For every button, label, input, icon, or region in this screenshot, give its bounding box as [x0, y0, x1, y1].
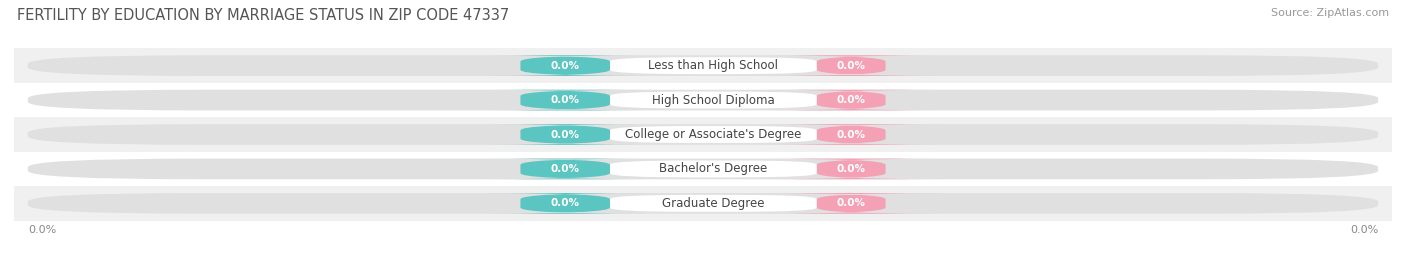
- Text: 0.0%: 0.0%: [837, 198, 866, 208]
- FancyBboxPatch shape: [610, 92, 817, 108]
- FancyBboxPatch shape: [762, 90, 941, 110]
- FancyBboxPatch shape: [28, 159, 1378, 179]
- FancyBboxPatch shape: [486, 159, 644, 179]
- Text: 0.0%: 0.0%: [551, 61, 579, 71]
- Text: 0.0%: 0.0%: [837, 164, 866, 174]
- FancyBboxPatch shape: [610, 126, 817, 143]
- Text: 0.0%: 0.0%: [551, 198, 579, 208]
- FancyBboxPatch shape: [28, 124, 1378, 145]
- Text: 0.0%: 0.0%: [837, 95, 866, 105]
- Bar: [14, 83, 1392, 117]
- FancyBboxPatch shape: [610, 161, 817, 177]
- FancyBboxPatch shape: [762, 55, 941, 76]
- FancyBboxPatch shape: [486, 55, 644, 76]
- Text: 0.0%: 0.0%: [837, 129, 866, 140]
- FancyBboxPatch shape: [486, 193, 644, 214]
- Text: 0.0%: 0.0%: [551, 129, 579, 140]
- FancyBboxPatch shape: [28, 90, 1378, 110]
- Text: 0.0%: 0.0%: [837, 61, 866, 71]
- FancyBboxPatch shape: [28, 55, 1378, 76]
- FancyBboxPatch shape: [762, 193, 941, 214]
- FancyBboxPatch shape: [486, 90, 644, 110]
- Bar: [14, 48, 1392, 83]
- Text: FERTILITY BY EDUCATION BY MARRIAGE STATUS IN ZIP CODE 47337: FERTILITY BY EDUCATION BY MARRIAGE STATU…: [17, 8, 509, 23]
- FancyBboxPatch shape: [610, 57, 817, 74]
- FancyBboxPatch shape: [762, 124, 941, 145]
- Bar: [14, 186, 1392, 221]
- Text: Source: ZipAtlas.com: Source: ZipAtlas.com: [1271, 8, 1389, 18]
- Bar: [14, 152, 1392, 186]
- Text: 0.0%: 0.0%: [1350, 225, 1378, 235]
- Bar: [14, 117, 1392, 152]
- Text: Graduate Degree: Graduate Degree: [662, 197, 765, 210]
- Text: 0.0%: 0.0%: [551, 95, 579, 105]
- Text: High School Diploma: High School Diploma: [652, 94, 775, 107]
- FancyBboxPatch shape: [486, 124, 644, 145]
- FancyBboxPatch shape: [762, 159, 941, 179]
- Text: Less than High School: Less than High School: [648, 59, 779, 72]
- Text: 0.0%: 0.0%: [28, 225, 56, 235]
- Text: Bachelor's Degree: Bachelor's Degree: [659, 162, 768, 175]
- Text: College or Associate's Degree: College or Associate's Degree: [626, 128, 801, 141]
- FancyBboxPatch shape: [610, 195, 817, 212]
- Text: 0.0%: 0.0%: [551, 164, 579, 174]
- FancyBboxPatch shape: [28, 193, 1378, 214]
